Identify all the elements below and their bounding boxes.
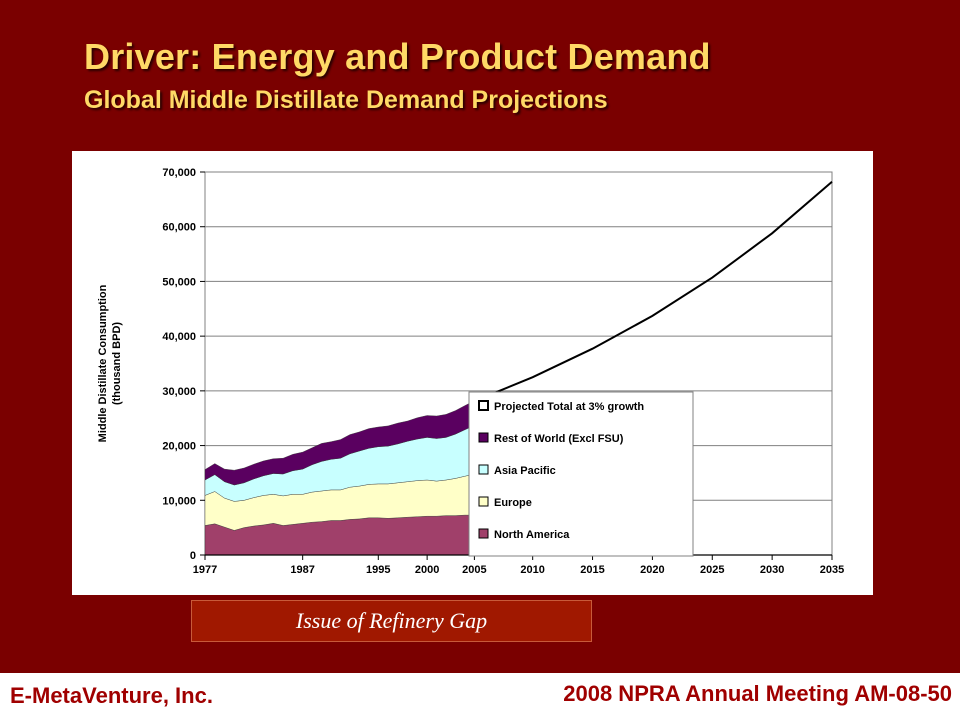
refinery-gap-label: Issue of Refinery Gap [295,608,488,633]
line-layer [485,181,833,398]
footer-bar: E-MetaVenture, Inc. 2008 NPRA Annual Mee… [0,673,960,720]
refinery-gap-callout: Issue of Refinery Gap [191,600,592,642]
demand-chart: 0 10,000 20,000 30,000 40,000 50,000 60,000 70,… [97,167,844,576]
x-tick-label: 2010 [520,564,544,576]
legend-box [468,391,694,557]
x-tick-label: 2020 [640,564,664,576]
slide-subtitle: Global Middle Distillate Demand Projecti… [84,86,608,114]
footer-company: E-MetaVenture, Inc. [10,683,213,708]
chart-panel: 0 10,000 20,000 30,000 40,000 50,000 60,000 70,… [72,151,873,595]
x-tick-label: 1987 [290,564,314,576]
legend-label: Rest of World (Excl FSU) [494,433,624,445]
x-tick-label: 2000 [415,564,439,576]
y-tick-label: 60,000 [162,222,196,234]
y-tick-label: 0 [190,550,196,562]
legend-swatch [478,496,489,507]
x-tick-label: 1995 [366,564,390,576]
y-tick-label: 10,000 [162,495,196,507]
y-axis-label: Middle Distillate Consumption (thousand B… [97,284,123,442]
legend-label: Asia Pacific [494,465,556,477]
y-tick-label: 30,000 [162,386,196,398]
y-tick-label: 50,000 [162,276,196,288]
x-tick-label: 2030 [760,564,784,576]
x-tick-label: 2015 [580,564,604,576]
legend-label: Projected Total at 3% growth [494,401,644,413]
y-tick-label: 40,000 [162,331,196,343]
slide-title: Driver: Energy and Product Demand [84,36,711,77]
legend-swatch [478,400,489,411]
footer-meeting: 2008 NPRA Annual Meeting AM-08-50 [563,681,952,706]
projection-line [485,181,833,398]
legend-swatch [478,528,489,539]
axis-layer: 0 10,000 20,000 30,000 40,000 50,000 60,000 70,… [97,167,844,576]
legend-label: Europe [494,497,532,509]
legend-swatch [478,464,489,475]
chart-legend: Projected Total at 3% growth Rest of Worl… [468,391,694,557]
legend-swatch [478,432,489,443]
x-tick-label: 2005 [462,564,486,576]
y-tick-label: 20,000 [162,441,196,453]
y-tick-label: 70,000 [162,167,196,179]
x-tick-label: 1977 [193,564,217,576]
x-tick-label: 2035 [820,564,844,576]
legend-label: North America [494,529,570,541]
area-layer [204,396,498,556]
x-tick-label: 2025 [700,564,724,576]
